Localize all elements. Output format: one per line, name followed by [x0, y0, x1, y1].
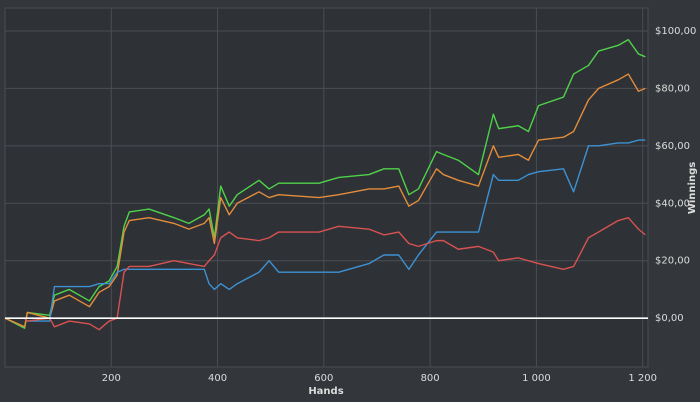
- y-tick-label: $80,00: [655, 83, 690, 94]
- x-axis-title: Hands: [308, 386, 343, 397]
- x-tick-label: 1 200: [628, 373, 657, 384]
- y-tick-label: $40,00: [655, 198, 690, 209]
- series-line: [4, 38, 646, 329]
- x-tick-label: 1 000: [522, 373, 551, 384]
- series-line: [5, 216, 646, 331]
- y-tick-label: $20,00: [655, 256, 690, 267]
- y-tick-label: $100,00: [655, 26, 696, 37]
- x-tick-label: 600: [314, 373, 333, 384]
- series-line: [4, 73, 646, 328]
- y-axis-title: Winnings: [687, 162, 698, 214]
- grid: [5, 8, 648, 367]
- y-tick-label: $0,00: [655, 313, 684, 324]
- y-tick-label: $60,00: [655, 141, 690, 152]
- x-tick-label: 400: [208, 373, 227, 384]
- plot-area: [4, 7, 649, 368]
- x-tick-label: 800: [421, 373, 440, 384]
- series-line: [5, 139, 646, 322]
- x-tick-label: 200: [102, 373, 121, 384]
- lines: [4, 38, 646, 331]
